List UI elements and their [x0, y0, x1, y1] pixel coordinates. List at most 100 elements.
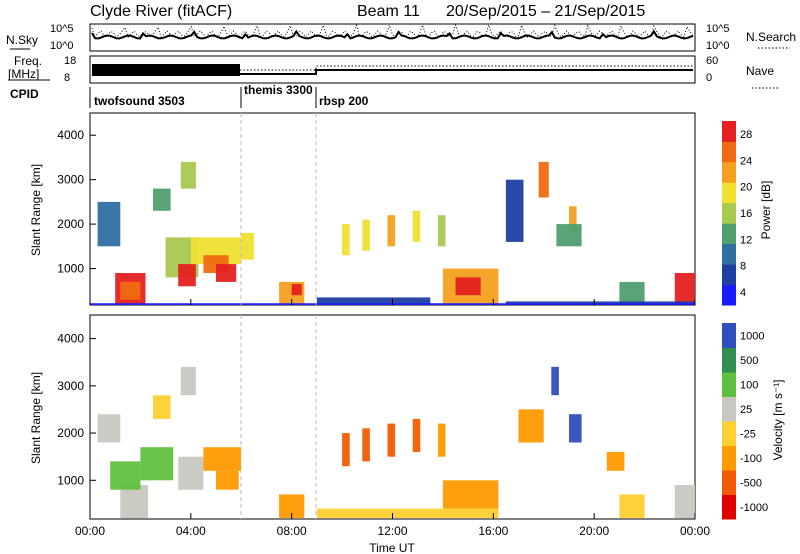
colorbar-swatch	[722, 243, 736, 265]
y-tick-label: 2000	[57, 217, 84, 231]
echo-cell	[291, 284, 302, 296]
colorbar-tick-label: -100	[740, 453, 762, 465]
echo-cell	[316, 508, 443, 518]
echo-cell	[279, 494, 305, 518]
colorbar-tick-label: 20	[740, 182, 752, 194]
echo-cell	[120, 485, 148, 519]
x-tick-label: 12:00	[377, 524, 407, 538]
nsky-label: N.Sky	[6, 33, 38, 47]
echo-cell	[180, 161, 196, 189]
nsky-tick-low: 10^0	[50, 40, 74, 52]
velocity-colorbar-label: Velocity [m s⁻¹]	[771, 379, 785, 460]
colorbar-swatch	[722, 323, 736, 348]
nave-tick-high: 60	[706, 55, 718, 67]
freq-tick-high: 18	[64, 55, 76, 67]
colorbar-tick-label: 28	[740, 129, 752, 141]
echo-cell	[203, 447, 242, 471]
echo-cell	[619, 494, 645, 518]
colorbar-swatch	[722, 182, 736, 204]
colorbar-swatch	[722, 141, 736, 163]
colorbar-swatch	[722, 470, 736, 495]
x-tick-label: 20:00	[579, 524, 609, 538]
velocity-colorbar: 1000 500 100 25 -25 -100 -500 -1000	[722, 323, 768, 520]
freq-dense-block	[92, 64, 240, 76]
freq-panel: Freq. [MHz] 18 8 60 0 Nave	[8, 54, 780, 89]
echo-cell	[110, 461, 141, 490]
colorbar-swatch	[722, 421, 736, 446]
velocity-data-layer	[97, 366, 695, 519]
echo-cell	[316, 297, 431, 305]
colorbar-tick-label: 24	[740, 155, 752, 167]
echo-cell	[442, 480, 499, 509]
echo-cell	[437, 215, 446, 247]
plot-title: Clyde River (fitACF)	[90, 3, 232, 20]
colorbar-swatch	[722, 372, 736, 397]
echo-cell	[619, 281, 645, 305]
echo-cell	[412, 210, 421, 242]
colorbar-tick-label: 25	[740, 404, 752, 416]
colorbar-tick-label: 500	[740, 355, 758, 367]
colorbar-swatch	[722, 202, 736, 224]
echo-cell	[387, 215, 396, 247]
echo-cell	[97, 201, 121, 247]
echo-cell	[153, 395, 171, 419]
velocity-xticks: 00:00 04:00 08:00 12:00 16:00 20:00 00:00	[75, 513, 710, 538]
power-colorbar-label: Power [dB]	[759, 181, 773, 240]
y-tick-label: 2000	[57, 426, 84, 440]
echo-cell	[342, 224, 350, 256]
colorbar-tick-label: -1000	[740, 502, 768, 514]
echo-cell	[442, 508, 499, 518]
colorbar-tick-label: 4	[740, 287, 746, 299]
freq-trace	[240, 69, 693, 75]
colorbar-swatch	[722, 494, 736, 520]
echo-cell	[538, 161, 549, 198]
echo-cell	[606, 451, 625, 471]
echo-cell	[140, 447, 174, 481]
x-tick-label: 08:00	[277, 524, 307, 538]
x-tick-label: 16:00	[478, 524, 508, 538]
power-yticks: 1000 2000 3000 4000	[57, 128, 96, 276]
echo-cell	[153, 188, 171, 211]
echo-cell	[120, 281, 141, 300]
echo-cell	[437, 423, 446, 457]
nsearch-trace	[91, 23, 694, 39]
colorbar-tick-label: 1000	[740, 330, 764, 342]
echo-cell	[505, 179, 524, 242]
colorbar-swatch	[722, 223, 736, 245]
power-ylabel: Slant Range [km]	[29, 164, 43, 256]
colorbar-swatch	[722, 161, 736, 183]
beam-label: Beam 11	[357, 3, 420, 20]
nsearch-tick-low: 10^0	[706, 40, 730, 52]
power-colorbar: 28 24 20 16 12 8 4	[722, 121, 752, 306]
x-tick-label: 04:00	[176, 524, 206, 538]
y-tick-label: 1000	[57, 262, 84, 276]
colorbar-tick-label: -25	[740, 428, 756, 440]
colorbar-swatch	[722, 347, 736, 373]
cpid-segment-themis: themis 3300	[244, 83, 313, 97]
echo-cell	[518, 409, 544, 443]
nave-tick-low: 0	[706, 72, 712, 84]
y-tick-label: 3000	[57, 173, 84, 187]
cpid-row: CPID twofsound 3503 themis 3300 rbsp 200	[10, 83, 369, 108]
y-tick-label: 1000	[57, 473, 84, 487]
cpid-segment-rbsp: rbsp 200	[319, 94, 369, 108]
colorbar-swatch	[722, 264, 736, 285]
echo-cell	[180, 366, 196, 396]
echo-cell	[674, 273, 695, 305]
echo-cell	[178, 456, 204, 490]
echo-cell	[97, 414, 121, 443]
cpid-segment-twofsound: twofsound 3503	[94, 94, 185, 108]
echo-cell	[342, 433, 350, 467]
y-tick-label: 4000	[57, 128, 84, 142]
freq-tick-low: 8	[64, 72, 70, 84]
nsearch-label: N.Search	[746, 30, 796, 44]
x-tick-label: 00:00	[75, 524, 105, 538]
freq-frame	[89, 55, 696, 84]
nsearch-tick-high: 10^5	[706, 23, 730, 35]
nsky-panel: N.Sky 10^5 10^0 10^5 10^0 N.Search	[6, 23, 796, 52]
echo-cell	[216, 264, 237, 282]
echo-cell	[569, 414, 582, 443]
colorbar-swatch	[722, 396, 736, 422]
